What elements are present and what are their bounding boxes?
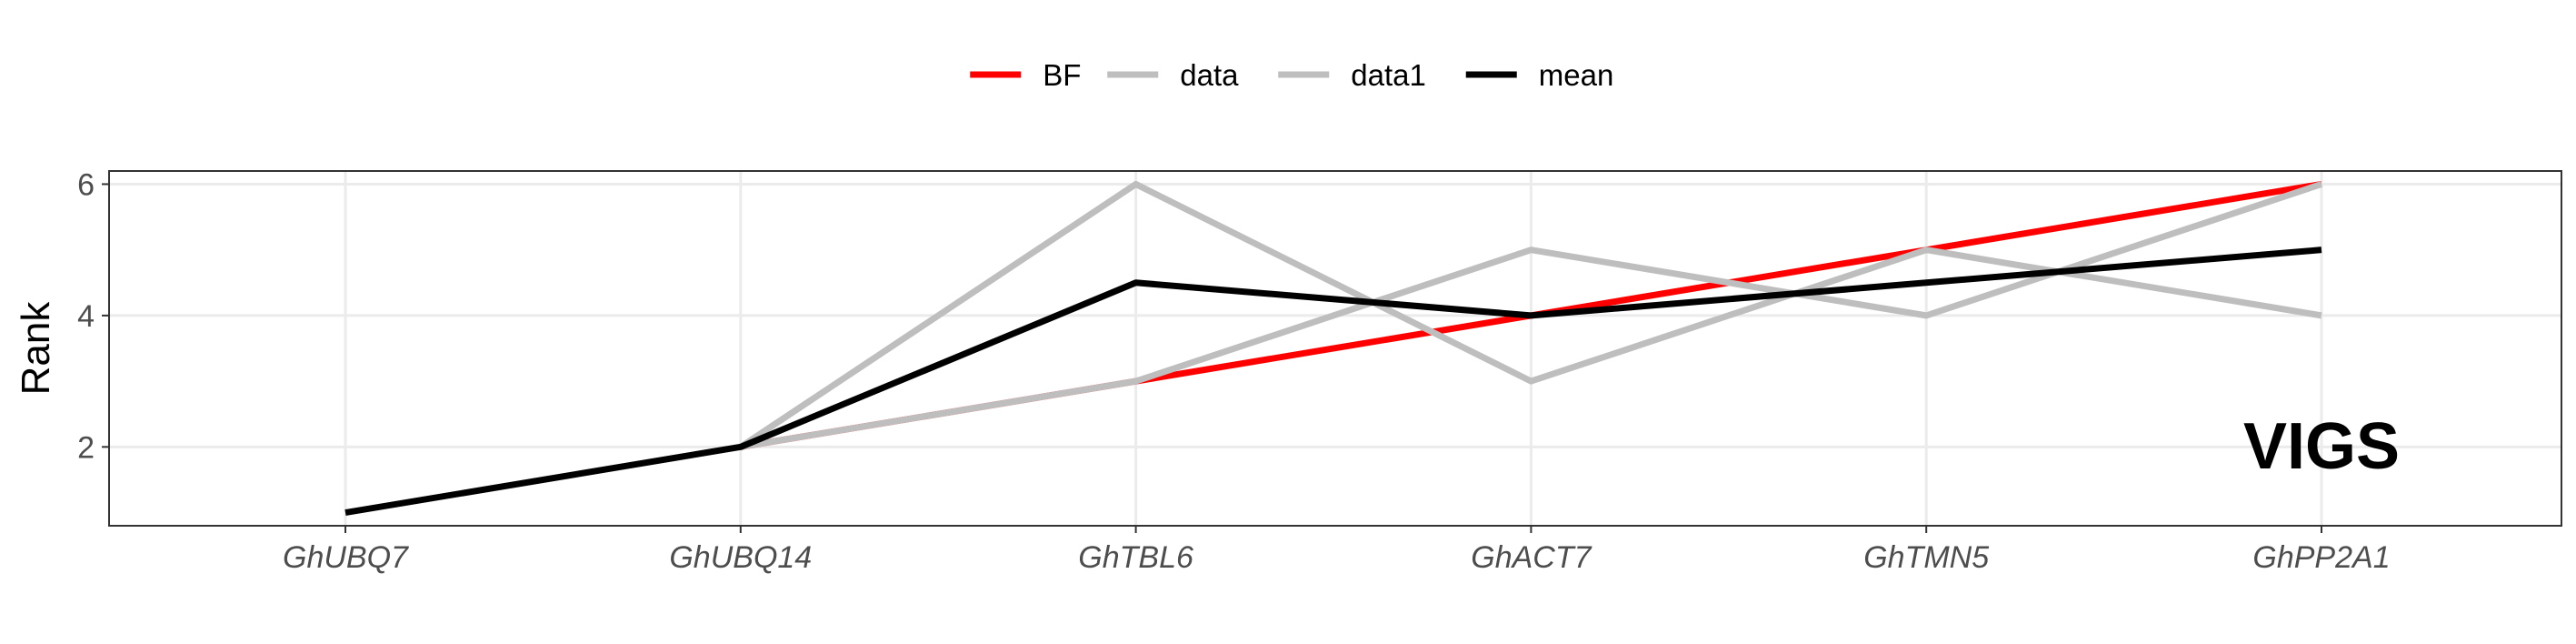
x-axis: GhUBQ7 GhUBQ14 GhTBL6 GhACT7 GhTMN5 GhPP2A1 <box>283 526 2391 575</box>
plot-panel-border <box>108 170 2562 527</box>
x-tick-label-ghubq7: GhUBQ7 <box>283 540 409 575</box>
x-tick-label-ghtbl6: GhTBL6 <box>1078 540 1193 575</box>
series-lines <box>344 180 2323 517</box>
legend-label-mean: mean <box>1539 58 1614 92</box>
grid-lines <box>109 171 2561 526</box>
x-tick-label-ghtmn5: GhTMN5 <box>1863 540 1989 575</box>
legend-item-mean: mean <box>1465 58 1614 92</box>
y-axis: 2 4 6 <box>77 167 109 465</box>
legend-item-data1: data1 <box>1278 58 1426 92</box>
x-tick-label-ghubq14: GhUBQ14 <box>669 540 812 575</box>
y-axis-title: Rank <box>14 301 58 396</box>
series-line-mean <box>344 247 2322 517</box>
x-tick-label-ghpp2a1: GhPP2A1 <box>2252 540 2390 575</box>
y-tick-label: 6 <box>77 167 95 202</box>
legend-label-data1: data1 <box>1351 58 1426 92</box>
panel-annotation: VIGS <box>2243 410 2400 483</box>
legend-label-bf: BF <box>1043 58 1081 92</box>
legend-label-data: data <box>1180 58 1239 92</box>
x-tick-label-ghact7: GhACT7 <box>1471 540 1592 575</box>
legend: BF data data1 mean <box>970 58 1613 92</box>
y-tick-label: 2 <box>77 430 95 465</box>
legend-item-data: data <box>1107 58 1239 92</box>
legend-item-bf: BF <box>970 58 1081 92</box>
y-tick-label: 4 <box>77 299 95 334</box>
